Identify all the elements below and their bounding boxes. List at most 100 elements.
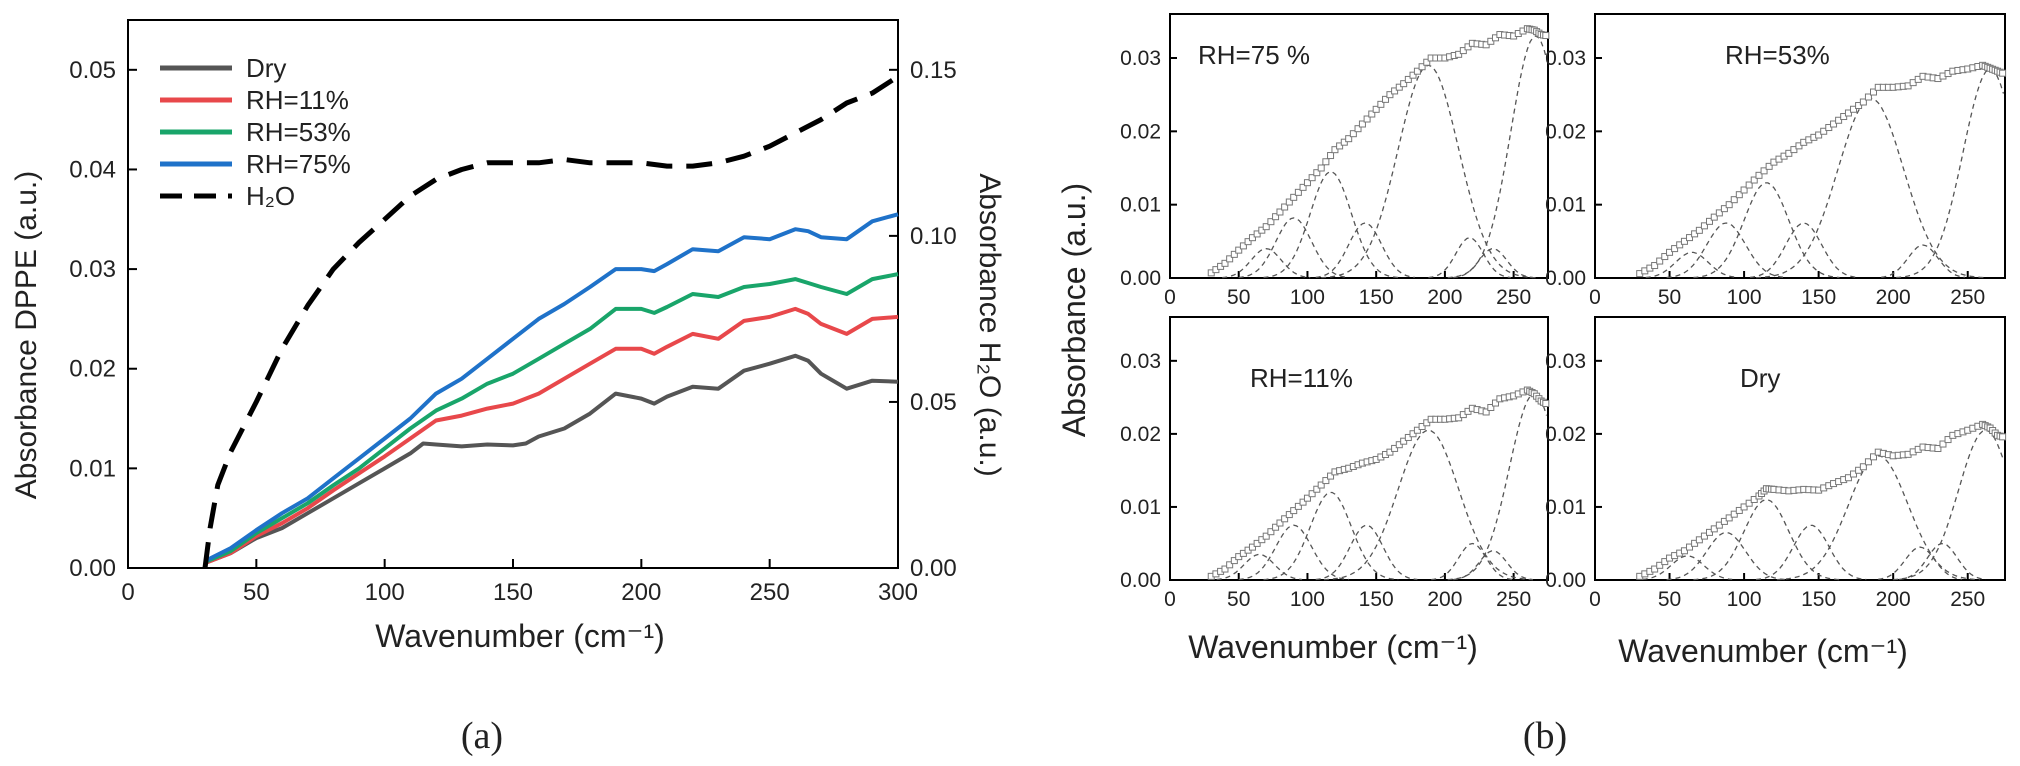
fit-peak-b-RH53	[1755, 97, 1986, 279]
data-point-b-RH53	[1680, 237, 1688, 245]
data-point-b-RH75	[1377, 100, 1385, 108]
series-line-h-o	[202, 74, 900, 569]
data-point-b-RH75	[1386, 91, 1394, 99]
x-tick-label-b-RH11: 100	[1290, 588, 1325, 611]
subplot-annotation-b-Dry: Dry	[1740, 363, 1780, 393]
y-tick-label-b-RH53: 0.01	[1545, 194, 1586, 217]
data-point-b-RH75	[1382, 95, 1390, 103]
y-tick-label-b-RH75: 0.03	[1120, 47, 1161, 70]
data-point-b-RH53	[1870, 88, 1878, 96]
series-line-rh-11-	[204, 306, 899, 565]
data-point-b-Dry	[1870, 453, 1878, 461]
data-point-b-RH11	[1313, 485, 1321, 493]
data-point-b-RH75	[1281, 203, 1289, 211]
fit-peak-b-RH11	[1323, 429, 1533, 581]
panel-b-xlabel-right: Wavenumber (cm⁻¹)	[1618, 633, 1908, 669]
x-tick-label-b-RH53: 150	[1801, 286, 1836, 309]
y-tick-label-b-RH75: 0.01	[1120, 194, 1161, 217]
data-point-b-RH75	[1336, 142, 1344, 150]
data-point-b-RH53	[1656, 257, 1664, 265]
data-point-b-RH11	[1294, 502, 1302, 510]
data-point-b-RH75	[1413, 67, 1421, 75]
data-point-b-RH53	[1695, 226, 1703, 234]
y-tick-label-b-Dry: 0.02	[1545, 423, 1586, 446]
data-point-b-RH75	[1395, 83, 1403, 91]
data-point-b-RH53	[1735, 191, 1743, 199]
data-point-b-RH75	[1285, 198, 1293, 206]
series-line-rh-75-	[204, 212, 899, 563]
series-line-dry	[204, 353, 899, 565]
data-point-b-RH53	[1785, 149, 1793, 157]
x-tick-label-b-RH11: 200	[1427, 588, 1462, 611]
data-point-b-RH11	[1409, 430, 1417, 438]
data-point-b-RH53	[1730, 196, 1738, 204]
data-point-b-RH75	[1258, 226, 1266, 234]
fit-peak-b-RH53	[1896, 68, 2005, 279]
y-tick-label-b-RH53: 0.00	[1545, 267, 1586, 290]
data-point-b-RH53	[1825, 124, 1833, 132]
fit-peak-b-RH75	[1238, 217, 1349, 279]
x-tick-label-b-RH53: 100	[1727, 286, 1762, 309]
data-point-b-RH11	[1281, 515, 1289, 523]
data-point-b-RH75	[1464, 43, 1472, 51]
data-point-b-RH53	[1855, 102, 1863, 110]
data-point-b-RH53	[1745, 181, 1753, 189]
data-point-b-RH11	[1391, 444, 1399, 452]
panel-a-ylabel-left: Absorbance DPPE (a.u.)	[10, 171, 43, 500]
data-point-b-Dry	[1700, 532, 1708, 540]
subplot-annotation-b-RH53: RH=53%	[1725, 40, 1830, 70]
y-tick-label-a: 0.00	[69, 555, 116, 582]
data-point-b-RH75	[1303, 179, 1311, 187]
x-tick-label-b-Dry: 200	[1876, 588, 1911, 611]
panel-a-ylabel-right: Absorbance H₂O (a.u.)	[973, 173, 1006, 476]
fit-peak-b-RH75	[1315, 222, 1415, 279]
data-point-b-RH75	[1322, 158, 1330, 166]
fit-peak-b-Dry	[1893, 429, 2005, 581]
series-line-rh-53-	[204, 272, 899, 564]
x-tick-label-b-Dry: 250	[1950, 588, 1985, 611]
subplot-frame-b-RH75	[1169, 13, 1549, 279]
data-point-b-RH11	[1542, 399, 1550, 407]
data-point-b-RH75	[1276, 208, 1284, 216]
data-point-b-RH53	[1840, 113, 1848, 121]
data-point-b-RH11	[1253, 539, 1261, 547]
fit-peak-b-RH11	[1263, 491, 1399, 581]
data-point-b-RH53	[1765, 162, 1773, 170]
data-point-b-RH53	[1790, 146, 1798, 154]
data-point-b-Dry	[1735, 506, 1743, 514]
data-point-b-RH75	[1299, 183, 1307, 191]
data-point-b-RH75	[1400, 80, 1408, 88]
x-tick-label-a: 300	[878, 579, 918, 606]
data-point-b-RH11	[1299, 498, 1307, 506]
data-point-b-RH53	[1999, 69, 2007, 77]
x-tick-label-b-RH75: 250	[1496, 286, 1531, 309]
data-point-b-RH53	[1820, 127, 1828, 135]
x-tick-label-b-RH75: 50	[1227, 286, 1250, 309]
data-point-b-RH75	[1391, 87, 1399, 95]
data-point-b-RH53	[1864, 93, 1872, 101]
data-point-b-Dry	[1710, 525, 1718, 533]
data-point-b-Dry	[1855, 466, 1863, 474]
data-point-b-RH53	[1760, 167, 1768, 175]
data-point-b-Dry	[1944, 436, 1952, 444]
data-point-b-RH53	[1715, 209, 1723, 217]
x-tick-label-a: 50	[243, 579, 270, 606]
y-tick-label-b-RH53: 0.03	[1545, 47, 1586, 70]
data-point-b-RH11	[1386, 448, 1394, 456]
data-point-b-RH75	[1262, 223, 1270, 231]
x-tick-label-b-RH11: 0	[1164, 588, 1176, 611]
data-point-b-RH11	[1258, 536, 1266, 544]
data-point-b-RH75	[1327, 152, 1335, 160]
fit-peak-b-RH11	[1315, 524, 1418, 581]
chart-a: 0 50 100 150 200 250 3000.000.010.020.030.040.…	[69, 19, 957, 606]
x-tick-label-b-RH53: 0	[1589, 286, 1601, 309]
y-tick-label-b-RH11: 0.03	[1120, 350, 1161, 373]
data-point-b-RH11	[1267, 528, 1275, 536]
data-point-b-RH75	[1455, 50, 1463, 58]
fit-peak-b-RH53	[1881, 244, 1965, 278]
y-tick-label-b-RH11: 0.01	[1120, 496, 1161, 519]
y-tick-label-b-RH53: 0.02	[1545, 120, 1586, 143]
panel-b-xlabel-left: Wavenumber (cm⁻¹)	[1188, 629, 1478, 665]
y-tick-label-b-RH11: 0.02	[1120, 423, 1161, 446]
data-point-b-RH53	[1661, 253, 1669, 261]
